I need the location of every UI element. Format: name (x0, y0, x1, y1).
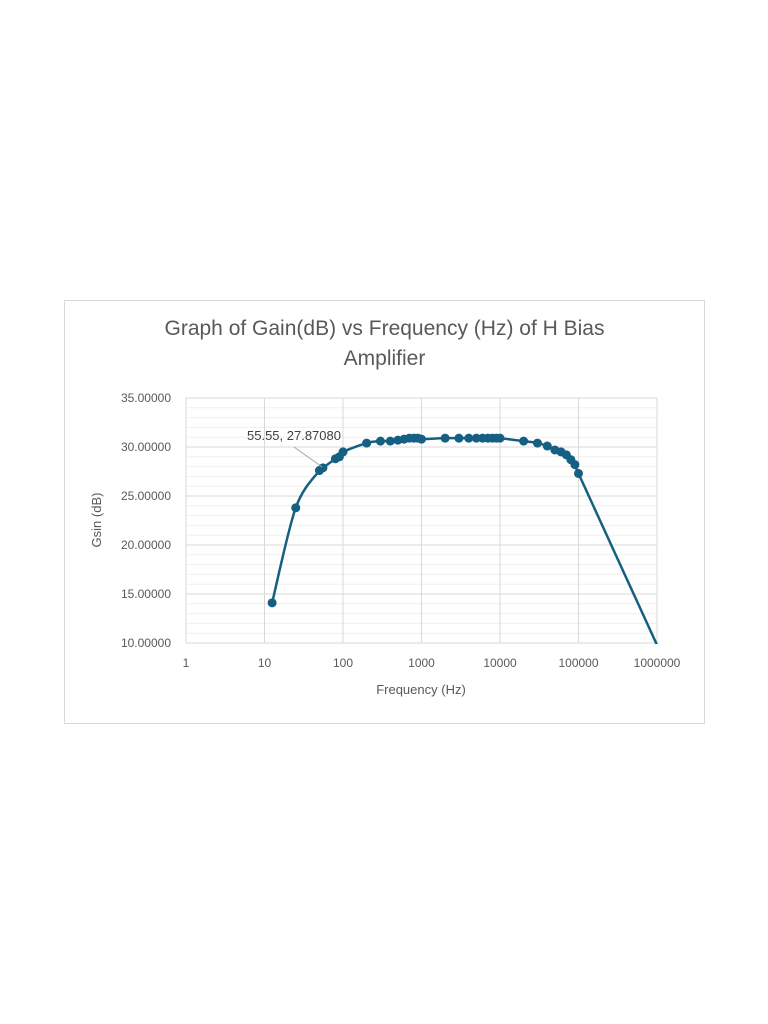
data-point-marker (464, 433, 474, 443)
x-axis-title: Frequency (Hz) (376, 682, 466, 697)
data-point-marker (417, 434, 426, 444)
y-tick-label: 20.00000 (121, 538, 171, 552)
y-tick-label: 30.00000 (121, 440, 171, 454)
chart-frame (64, 300, 705, 724)
data-label-leader-line (293, 446, 323, 468)
y-axis-tick-labels: 10.00000 15.00000 20.00000 25.00000 30.00000… (121, 391, 171, 650)
data-point-marker (471, 433, 481, 443)
data-point-marker (385, 436, 395, 446)
plot-border (185, 397, 658, 644)
data-point-marker (375, 436, 385, 446)
data-point-marker (532, 438, 542, 448)
chart-title: Graph of Gain(dB) vs Frequency (Hz) of H… (64, 314, 705, 374)
data-point-marker (362, 438, 372, 448)
y-tick-label: 10.00000 (121, 636, 171, 650)
x-axis-tick-labels: 1 10 100 1000 10000 100000 1000000 (183, 656, 681, 670)
y-axis-title: Gsin (dB) (89, 493, 104, 548)
data-point-marker (570, 460, 580, 470)
chart-title-line-1: Graph of Gain(dB) vs Frequency (Hz) of H… (164, 317, 605, 340)
data-label: 55.55, 27.87080 (247, 428, 341, 443)
x-tick-label: 100 (333, 656, 353, 670)
data-point-marker (495, 433, 505, 443)
x-tick-label: 100000 (558, 656, 598, 670)
y-tick-label: 15.00000 (121, 587, 171, 601)
y-tick-label: 25.00000 (121, 489, 171, 503)
data-point-marker (267, 598, 277, 608)
x-tick-label: 10 (258, 656, 272, 670)
data-point-marker (454, 433, 464, 443)
data-point-marker (542, 441, 552, 451)
data-point-marker (440, 433, 450, 443)
data-point-marker (519, 436, 529, 446)
x-tick-label: 1000000 (634, 656, 681, 670)
x-tick-label: 1 (183, 656, 190, 670)
x-tick-label: 1000 (408, 656, 435, 670)
chart-title-line-2: Amplifier (343, 347, 426, 370)
data-point-marker (338, 447, 348, 457)
y-tick-label: 35.00000 (121, 391, 171, 405)
data-point-marker (291, 503, 301, 513)
x-tick-label: 10000 (483, 656, 517, 670)
series-markers (267, 433, 583, 608)
data-point-marker (318, 463, 328, 473)
data-point-marker (574, 468, 583, 478)
